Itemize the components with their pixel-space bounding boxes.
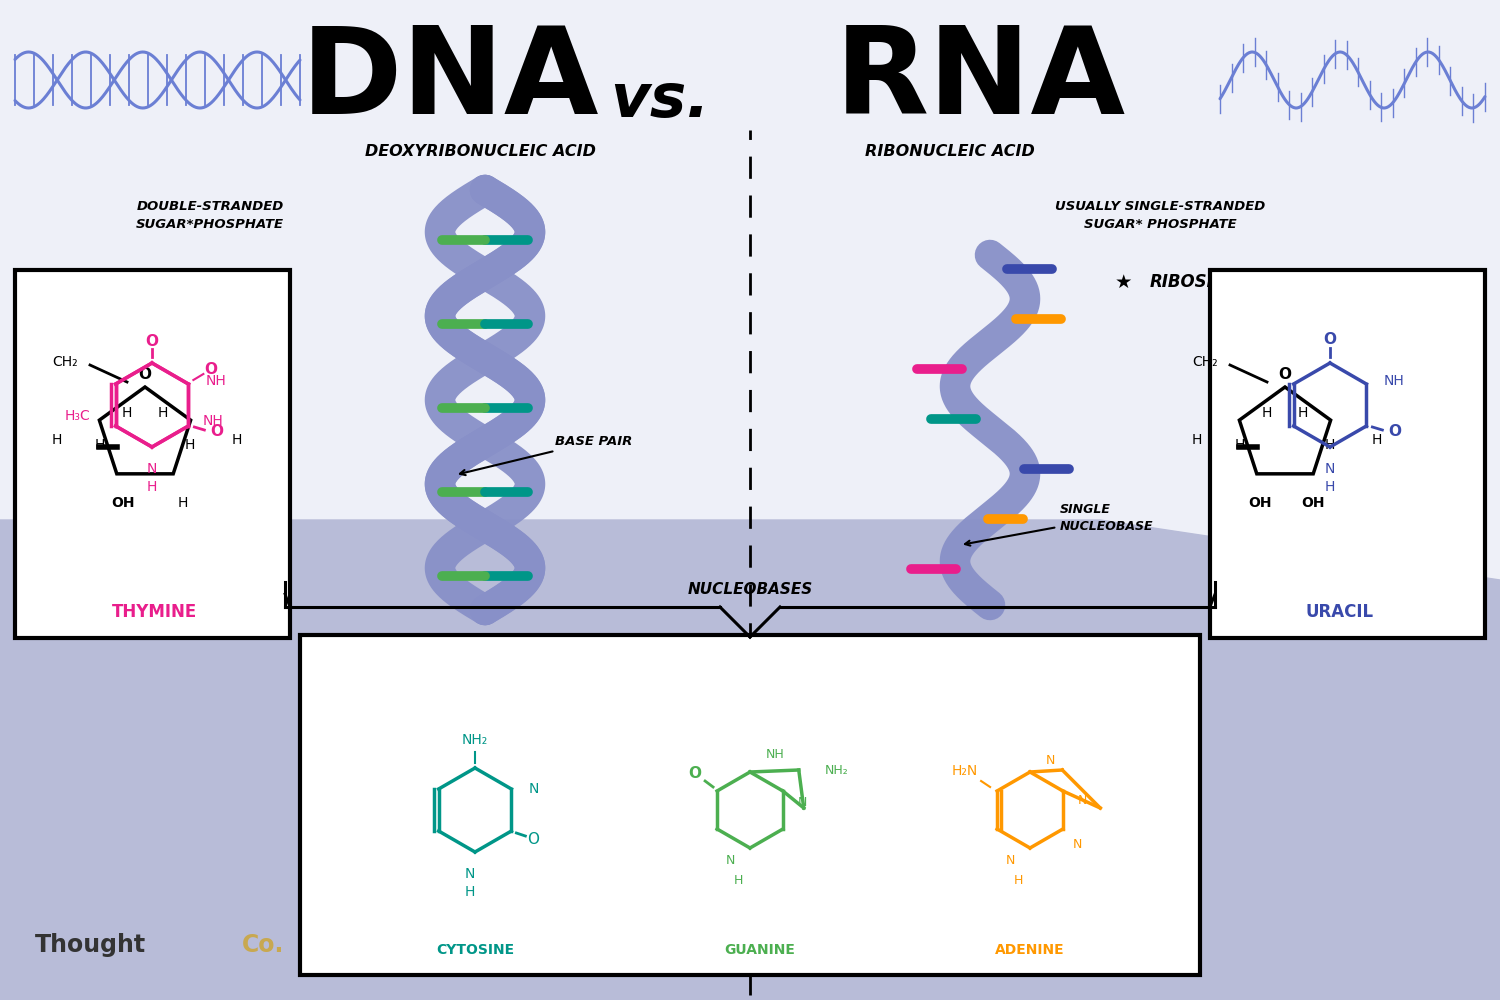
Text: RNA: RNA — [834, 22, 1125, 139]
Text: N: N — [1078, 794, 1088, 808]
FancyBboxPatch shape — [300, 635, 1200, 975]
Text: THYMINE: THYMINE — [112, 603, 198, 621]
Text: O: O — [204, 361, 218, 376]
FancyBboxPatch shape — [15, 270, 290, 638]
Text: NH: NH — [765, 748, 784, 760]
Text: H: H — [1324, 480, 1335, 494]
Text: H: H — [184, 438, 195, 452]
Text: OH: OH — [1248, 496, 1272, 510]
FancyBboxPatch shape — [1210, 270, 1485, 638]
Text: RIBONUCLEIC ACID: RIBONUCLEIC ACID — [865, 144, 1035, 159]
Text: GUANINE: GUANINE — [724, 943, 795, 957]
Polygon shape — [0, 520, 1500, 1000]
Text: URACIL: URACIL — [1306, 603, 1374, 621]
Text: N: N — [147, 462, 158, 476]
Text: H: H — [1324, 438, 1335, 452]
Text: DEOXYRIBONUCLEIC ACID: DEOXYRIBONUCLEIC ACID — [364, 144, 596, 159]
Text: O: O — [210, 424, 224, 438]
Text: H: H — [1234, 438, 1245, 452]
Text: NH: NH — [206, 374, 226, 388]
Text: ★: ★ — [1114, 272, 1132, 292]
Text: OH: OH — [1300, 496, 1324, 510]
Text: DOUBLE-STRANDED
SUGAR*PHOSPHATE: DOUBLE-STRANDED SUGAR*PHOSPHATE — [136, 200, 284, 231]
Text: ADENINE: ADENINE — [994, 943, 1065, 957]
Text: H: H — [158, 406, 168, 420]
Text: NH: NH — [202, 414, 223, 428]
Text: H: H — [1014, 874, 1023, 886]
Text: H: H — [53, 433, 62, 447]
Text: H: H — [1192, 433, 1202, 447]
Text: O: O — [528, 832, 540, 846]
Text: O: O — [138, 367, 152, 382]
Text: H: H — [122, 406, 132, 420]
Text: DNA: DNA — [300, 22, 598, 139]
Text: Thought: Thought — [34, 933, 146, 957]
Text: H₂N: H₂N — [952, 764, 978, 778]
Text: H: H — [147, 480, 158, 494]
Text: ✱: ✱ — [56, 270, 76, 294]
Text: H: H — [1262, 406, 1272, 420]
Text: N: N — [465, 867, 476, 881]
Text: NH₂: NH₂ — [462, 733, 488, 747]
Text: H: H — [1372, 433, 1382, 447]
Text: SINGLE
NUCLEOBASE: SINGLE NUCLEOBASE — [964, 503, 1154, 546]
Text: RIBOSE: RIBOSE — [1150, 273, 1220, 291]
Text: N: N — [798, 796, 807, 810]
Text: BASE PAIR: BASE PAIR — [460, 435, 633, 475]
Text: CYTOSINE: CYTOSINE — [436, 943, 514, 957]
Text: NUCLEOBASES: NUCLEOBASES — [687, 582, 813, 598]
Text: N: N — [726, 854, 735, 866]
Text: NH: NH — [1384, 374, 1404, 388]
Text: N: N — [1005, 854, 1014, 866]
Text: H: H — [94, 438, 105, 452]
Text: OH: OH — [111, 496, 135, 510]
Text: O: O — [146, 334, 159, 349]
Text: O: O — [1388, 424, 1401, 438]
Text: O: O — [688, 766, 702, 780]
Text: H: H — [232, 433, 242, 447]
Text: CH₂: CH₂ — [1192, 355, 1218, 369]
Text: NH₂: NH₂ — [825, 764, 849, 776]
Text: USUALLY SINGLE-STRANDED
SUGAR* PHOSPHATE: USUALLY SINGLE-STRANDED SUGAR* PHOSPHATE — [1054, 200, 1264, 231]
Text: O: O — [1323, 332, 1336, 348]
Text: DEOXYRIBOSE: DEOXYRIBOSE — [105, 273, 237, 291]
Text: N: N — [1046, 754, 1054, 766]
Text: H₃C: H₃C — [64, 409, 90, 423]
Text: vs.: vs. — [610, 70, 710, 129]
Text: N: N — [1072, 838, 1083, 850]
Text: O: O — [1278, 367, 1292, 382]
Text: H: H — [1298, 406, 1308, 420]
Text: H: H — [178, 496, 188, 510]
Text: CH₂: CH₂ — [53, 355, 78, 369]
Text: N: N — [1324, 462, 1335, 476]
Text: N: N — [528, 782, 538, 796]
Text: H: H — [734, 874, 742, 886]
Text: H: H — [465, 885, 476, 899]
Text: Co.: Co. — [242, 933, 285, 957]
